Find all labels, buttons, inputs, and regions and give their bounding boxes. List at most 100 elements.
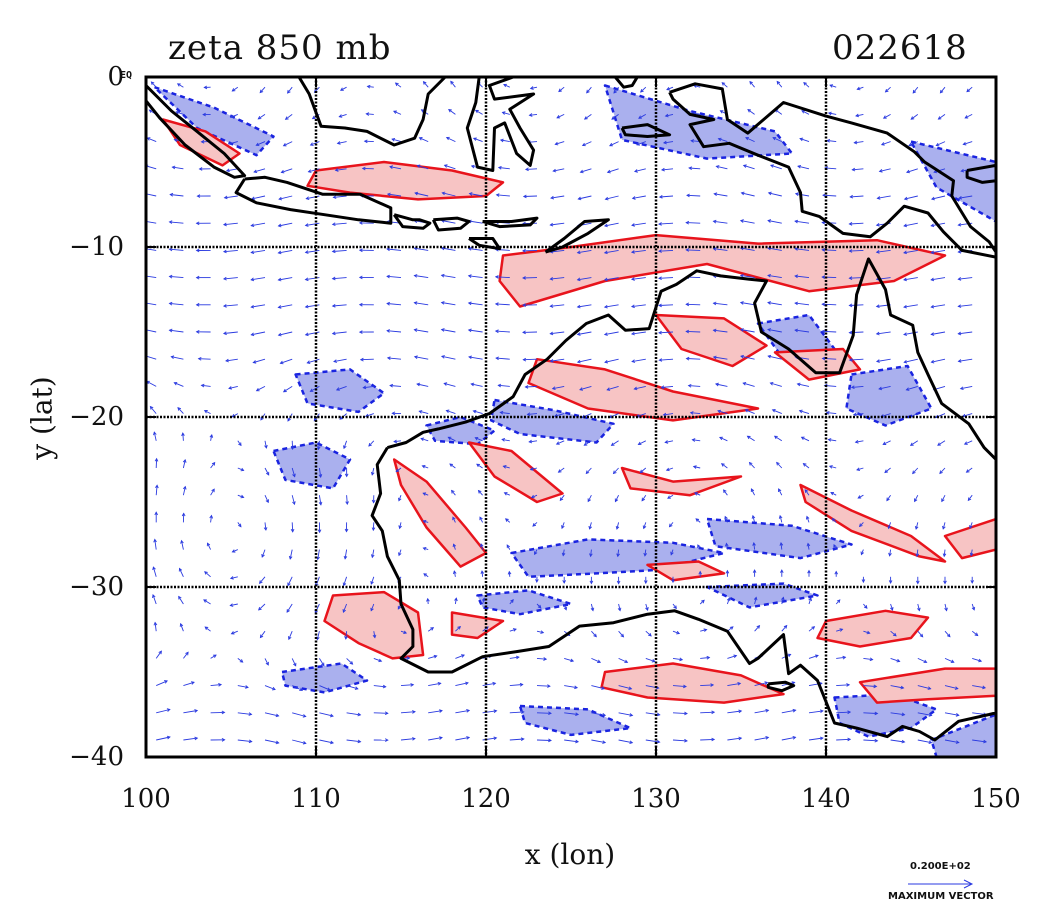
wind-arrow [618, 630, 624, 638]
wind-arrow-head [203, 599, 207, 603]
positive-region [600, 662, 785, 704]
wind-arrow-head [292, 501, 296, 506]
wind-arrow-head [231, 88, 236, 92]
coastline-seram [620, 123, 672, 138]
wind-arrow-head [445, 136, 450, 141]
wind-arrow-head [440, 328, 445, 332]
wind-arrow [611, 114, 619, 120]
wind-arrow [448, 109, 456, 115]
wind-arrow-head [957, 331, 962, 336]
wind-arrow [423, 81, 429, 88]
wind-arrow-head [238, 523, 242, 528]
wind-arrow [876, 249, 891, 253]
wind-arrow [339, 113, 347, 118]
wind-arrow-head [362, 385, 367, 390]
wind-arrow [203, 599, 211, 605]
wind-arrow [663, 413, 674, 416]
wind-arrow [727, 737, 742, 741]
wind-arrow-head [658, 303, 662, 308]
wind-arrow-head [860, 551, 864, 556]
wind-arrow-head [630, 304, 635, 309]
wind-arrow [169, 221, 184, 224]
wind-arrow-head [468, 192, 473, 196]
wind-arrow [609, 413, 619, 418]
wind-arrow-head [549, 222, 554, 227]
wind-arrow-head [457, 625, 461, 630]
wind-arrow-head [206, 542, 211, 547]
wind-arrow-head [827, 111, 832, 116]
wind-arrow-head [332, 195, 337, 199]
wind-arrow-head [892, 632, 897, 637]
wind-arrow [589, 522, 592, 530]
wind-arrow [661, 385, 674, 388]
wind-arrow [910, 114, 919, 120]
wind-arrow [645, 630, 652, 637]
wind-arrow [781, 736, 796, 741]
wind-arrow-head [443, 382, 448, 386]
wind-arrow-head [178, 595, 182, 600]
wind-arrow [640, 86, 647, 93]
wind-arrow [613, 86, 619, 94]
wind-arrow-head [416, 382, 421, 387]
wind-arrow [584, 440, 592, 446]
wind-arrow [741, 192, 755, 197]
wind-arrow-head [658, 249, 662, 253]
wind-arrow-head [648, 632, 652, 637]
wind-arrow-head [739, 219, 744, 223]
wind-arrow [372, 522, 375, 531]
wind-arrow [609, 141, 619, 147]
wind-arrow-head [614, 498, 619, 503]
wind-arrow-head [589, 553, 593, 558]
wind-arrow-head [326, 687, 331, 691]
wind-arrow [398, 495, 402, 501]
wind-arrow [604, 222, 619, 227]
wind-arrow [801, 110, 810, 115]
wind-arrow-head [343, 445, 347, 450]
wind-arrow [931, 331, 946, 335]
wind-arrow [605, 195, 619, 200]
wind-arrow-head [884, 469, 889, 474]
wind-arrow-head [501, 111, 506, 115]
wind-arrow-head [393, 439, 398, 444]
wind-arrow [281, 168, 293, 173]
wind-arrow [232, 86, 239, 92]
wind-arrow-head [180, 539, 184, 544]
wind-arrow-head [260, 416, 264, 421]
wind-arrow-head [856, 86, 861, 91]
wind-arrow [776, 81, 783, 88]
wind-arrow-head [414, 191, 419, 196]
wind-arrow [256, 141, 266, 146]
wind-arrow-head [331, 331, 336, 336]
wind-arrow-head [917, 607, 921, 612]
wind-arrow [495, 303, 510, 306]
wind-arrow-head [287, 417, 291, 422]
wind-arrow [427, 627, 434, 632]
wind-arrow [468, 329, 483, 333]
wind-arrow [336, 385, 347, 391]
wind-arrow [146, 193, 157, 197]
wind-arrow-head [849, 194, 854, 199]
wind-arrow-head [821, 275, 826, 279]
wind-arrow-head [930, 223, 935, 228]
wind-arrow [853, 413, 864, 416]
wind-arrow [836, 738, 851, 741]
wind-arrow-head [382, 684, 387, 689]
wind-arrow-head [749, 80, 753, 85]
wind-arrow [772, 137, 782, 143]
wind-arrow-head [745, 136, 749, 141]
wind-arrow-head [403, 630, 408, 635]
wind-arrow-head [803, 81, 807, 86]
wind-arrow-head [642, 525, 647, 530]
wind-arrow-head [658, 222, 662, 226]
wind-arrow-head [576, 359, 581, 364]
wind-arrow-head [176, 83, 181, 87]
wind-arrow [550, 222, 565, 226]
wind-arrow-head [930, 359, 935, 364]
wind-arrow-head [875, 223, 880, 227]
wind-arrow-head [318, 501, 323, 506]
wind-arrow [740, 355, 755, 360]
wind-arrow [319, 685, 331, 691]
wind-arrow-head [903, 223, 908, 228]
wind-arrow [509, 628, 517, 632]
wind-arrow-head [941, 498, 945, 503]
